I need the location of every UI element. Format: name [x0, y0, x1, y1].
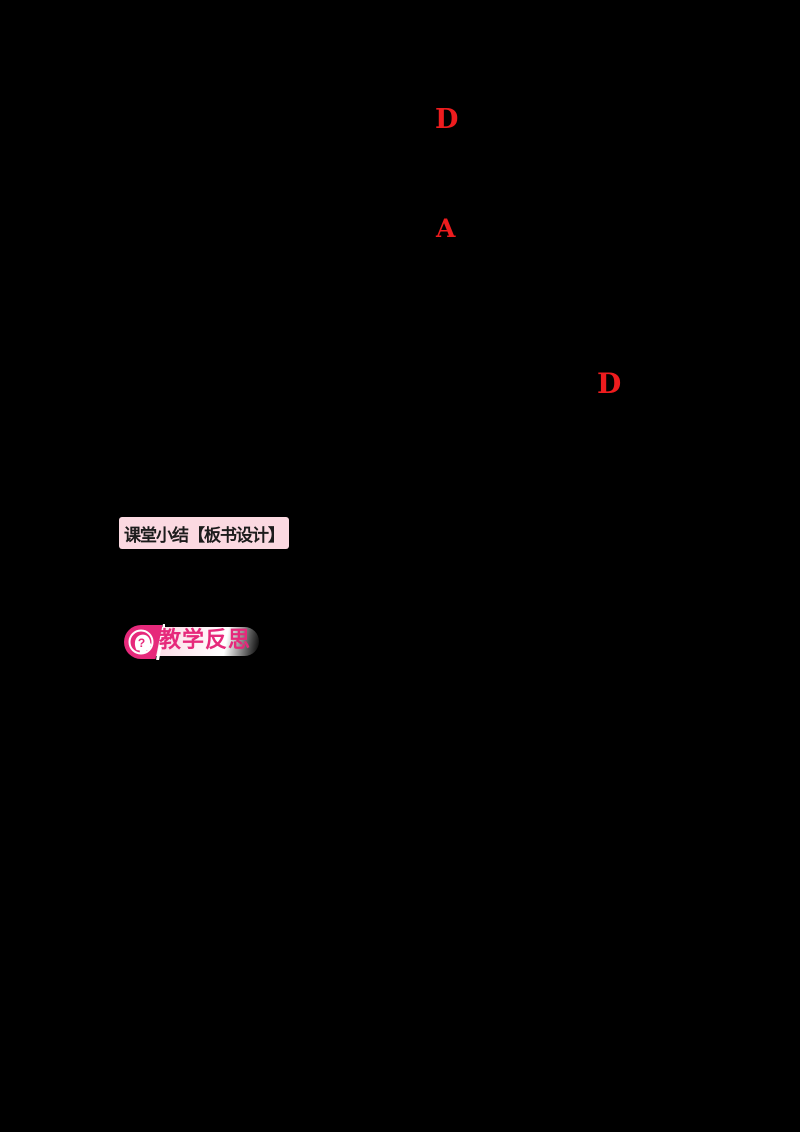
figure-point-label-d-top: D [435, 104, 459, 135]
lesson-summary-heading-label: 课堂小结【板书设计】 [124, 525, 285, 545]
teaching-reflection-heading: ? 教学反思 [121, 623, 271, 661]
teaching-reflection-label: 教学反思 [159, 627, 252, 652]
question-mark-glyph: ? [138, 636, 145, 650]
head-question-icon: ? [121, 623, 166, 661]
lesson-summary-heading: 课堂小结【板书设计】 [119, 517, 289, 549]
figure-point-label-d-right: D [597, 367, 622, 400]
figure-point-label-a: A [436, 214, 456, 243]
